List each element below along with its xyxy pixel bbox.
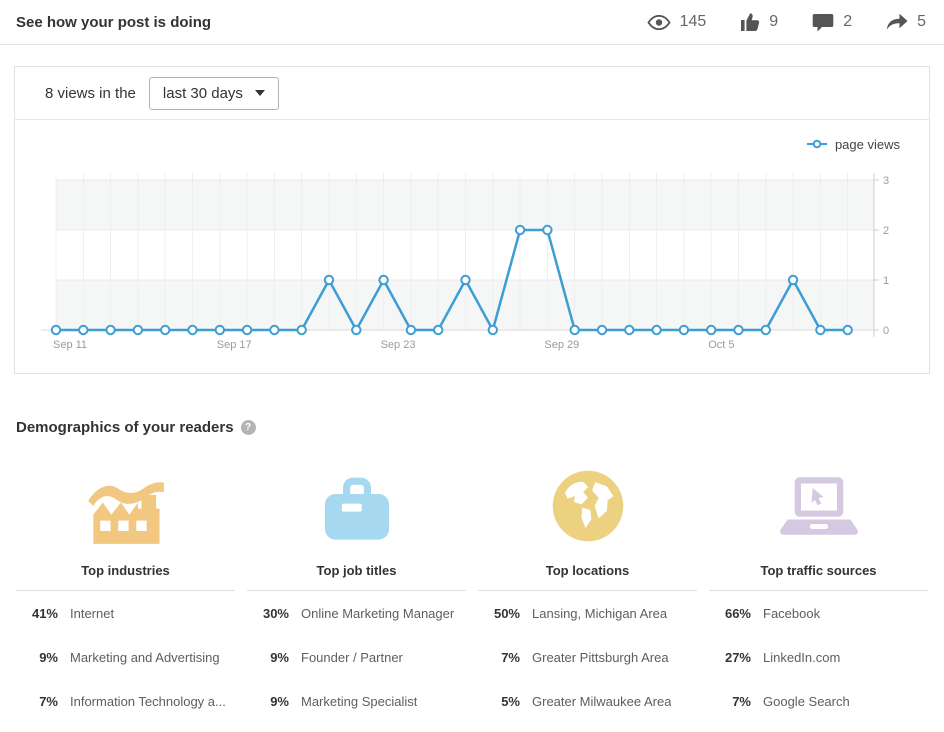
views-summary: 8 views in the	[45, 84, 136, 102]
likes-count: 9	[769, 13, 779, 30]
demo-column-title: Top locations	[545, 563, 630, 578]
row-label: Google Search	[763, 693, 850, 709]
shares-count: 5	[917, 13, 926, 30]
svg-text:Sep 23: Sep 23	[381, 339, 416, 351]
row-percent: 7%	[39, 693, 58, 709]
row-label: Facebook	[763, 605, 821, 621]
date-range-dropdown[interactable]: last 30 days	[148, 76, 279, 110]
demo-column-title: Top job titles	[316, 563, 397, 578]
thumbs-up-icon	[740, 12, 760, 32]
topbar: See how your post is doing 145 9 2 5	[0, 0, 944, 45]
job-titles-list: 30% Online Marketing Manager 9% Founder …	[247, 590, 466, 723]
demo-row: 50% Lansing, Michigan Area	[478, 591, 697, 635]
views-card: 8 views in the last 30 days 0 1 2 3 Sep 11 Se…	[14, 66, 930, 374]
svg-text:3: 3	[883, 175, 889, 187]
demo-row: 27% LinkedIn.com	[709, 635, 928, 679]
help-icon[interactable]: ?	[240, 420, 256, 435]
views-card-header: 8 views in the last 30 days	[15, 67, 929, 120]
demo-row: 9% Founder / Partner	[247, 635, 466, 679]
row-percent: 66%	[724, 605, 751, 621]
row-label: Founder / Partner	[301, 649, 403, 665]
svg-text:0: 0	[883, 325, 889, 337]
row-percent: 41%	[31, 605, 58, 621]
row-percent: 9%	[270, 693, 289, 709]
demo-column-title: Top traffic sources	[760, 563, 877, 578]
views-count: 145	[679, 13, 707, 30]
briefcase-icon	[247, 462, 466, 550]
demo-row: 30% Online Marketing Manager	[247, 591, 466, 635]
legend-label: page views	[834, 137, 900, 152]
row-label: Greater Pittsburgh Area	[532, 649, 669, 665]
globe-icon	[478, 462, 697, 550]
likes-stat: 9	[740, 12, 778, 32]
row-percent: 50%	[493, 605, 520, 621]
demo-row: 9% Marketing Specialist	[247, 679, 466, 723]
demo-column-title: Top industries	[81, 563, 170, 578]
page-views-chart: 0 1 2 3 Sep 11 Sep 17 Sep 23 Sep 29 Oct 5 page v…	[15, 120, 929, 373]
demo-row: 41% Internet	[16, 591, 235, 635]
laptop-cursor-icon	[709, 462, 928, 550]
chart-legend: page views	[806, 137, 900, 152]
factory-icon	[16, 462, 235, 550]
row-label: Internet	[70, 605, 115, 621]
row-label: Marketing Specialist	[301, 693, 418, 709]
svg-text:Sep 29: Sep 29	[544, 339, 579, 351]
svg-text:1: 1	[883, 275, 889, 287]
row-percent: 7%	[732, 693, 751, 709]
post-stats: 145 9 2 5	[647, 12, 926, 32]
row-percent: 5%	[501, 693, 520, 709]
demographics-heading-text: Demographics of your readers	[16, 419, 234, 436]
eye-icon	[647, 14, 671, 30]
demo-column-industries: Top industries 41% Internet 9% Marketing…	[16, 462, 235, 723]
row-label: Greater Milwaukee Area	[532, 693, 672, 709]
row-percent: 9%	[39, 649, 58, 665]
row-percent: 7%	[501, 649, 520, 665]
svg-text:2: 2	[883, 225, 889, 237]
industries-list: 41% Internet 9% Marketing and Advertisin…	[16, 590, 235, 723]
date-range-value: last 30 days	[162, 84, 243, 102]
row-label: Online Marketing Manager	[301, 605, 455, 621]
traffic-sources-list: 66% Facebook 27% LinkedIn.com 7% Google …	[709, 590, 928, 723]
locations-list: 50% Lansing, Michigan Area 7% Greater Pi…	[478, 590, 697, 723]
row-label: Lansing, Michigan Area	[532, 605, 668, 621]
demo-row: 9% Marketing and Advertising	[16, 635, 235, 679]
svg-text:Sep 11: Sep 11	[53, 339, 87, 351]
line-chart: 0 1 2 3 Sep 11 Sep 17 Sep 23 Sep 29 Oct 5	[41, 173, 889, 351]
row-label: Information Technology a...	[70, 693, 226, 709]
svg-text:Sep 17: Sep 17	[217, 339, 252, 351]
comments-stat: 2	[812, 13, 852, 32]
row-label: LinkedIn.com	[763, 649, 841, 665]
demo-row: 5% Greater Milwaukee Area	[478, 679, 697, 723]
svg-text:Oct 5: Oct 5	[708, 339, 734, 351]
comment-icon	[812, 13, 834, 32]
share-icon	[886, 13, 908, 31]
demo-column-traffic-sources: Top traffic sources 66% Facebook 27% Lin…	[709, 462, 928, 723]
demo-row: 66% Facebook	[709, 591, 928, 635]
demo-column-job-titles: Top job titles 30% Online Marketing Mana…	[247, 462, 466, 723]
page-title: See how your post is doing	[16, 13, 212, 31]
demo-row: 7% Greater Pittsburgh Area	[478, 635, 697, 679]
chevron-down-icon	[254, 90, 265, 96]
comments-count: 2	[843, 13, 853, 30]
demographics-grid: Top industries 41% Internet 9% Marketing…	[16, 462, 928, 723]
demo-row: 7% Information Technology a...	[16, 679, 235, 723]
legend-marker-icon	[806, 137, 827, 152]
demographics-heading: Demographics of your readers ?	[16, 419, 928, 436]
row-percent: 27%	[724, 649, 751, 665]
row-label: Marketing and Advertising	[70, 649, 220, 665]
row-percent: 9%	[270, 649, 289, 665]
views-stat: 145	[647, 13, 707, 31]
demo-column-locations: Top locations 50% Lansing, Michigan Area…	[478, 462, 697, 723]
shares-stat: 5	[886, 13, 926, 31]
row-percent: 30%	[262, 605, 289, 621]
demo-row: 7% Google Search	[709, 679, 928, 723]
